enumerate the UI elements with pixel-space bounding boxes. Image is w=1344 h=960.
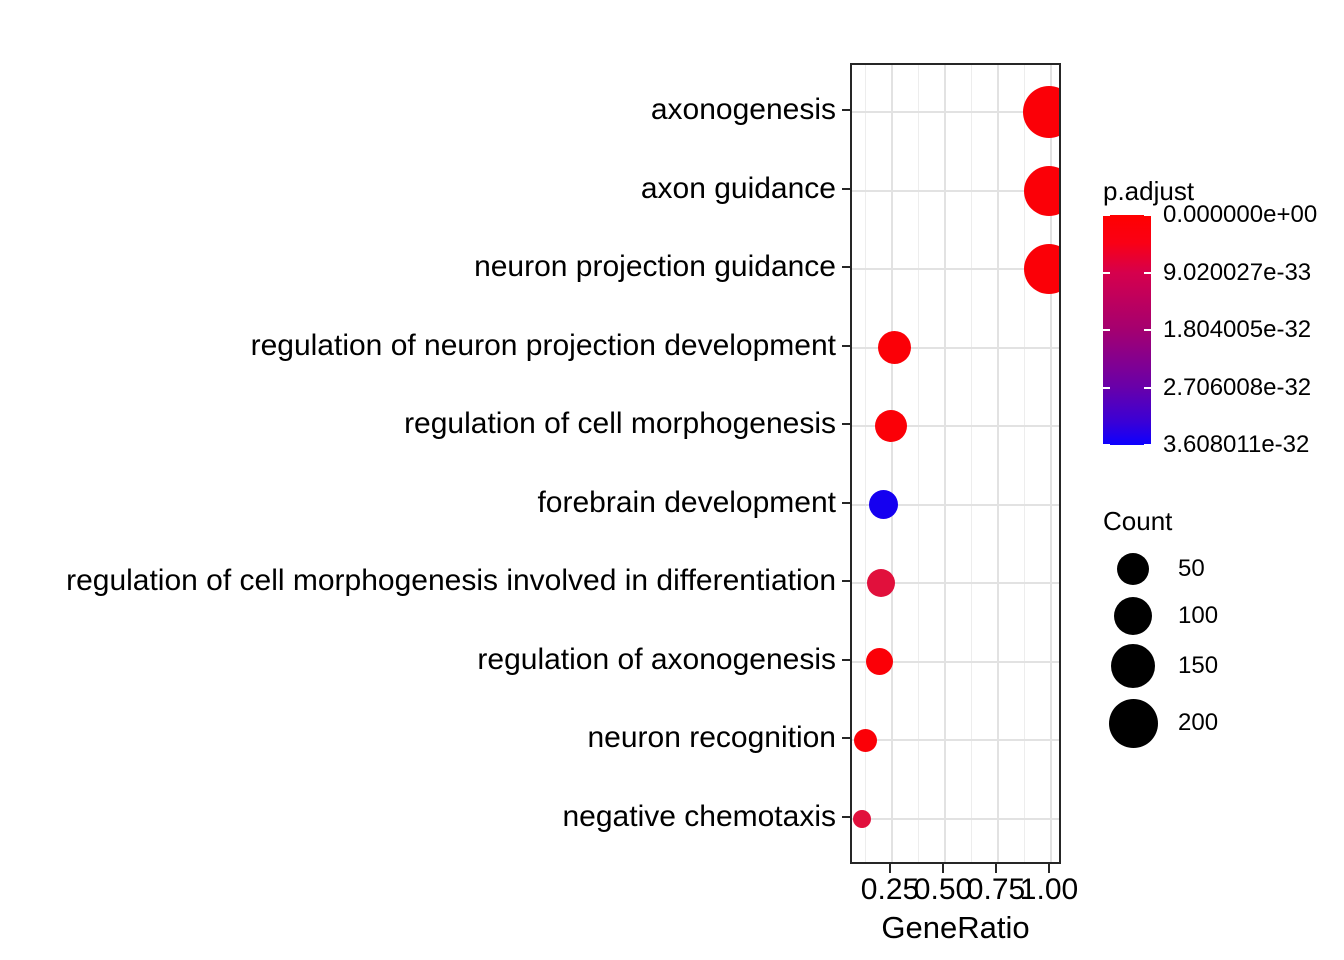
data-point xyxy=(1023,244,1059,295)
count-legend-label: 100 xyxy=(1178,602,1219,629)
gridline-minor-vertical xyxy=(865,65,866,862)
y-axis-label: axon guidance xyxy=(640,171,836,205)
y-axis-tick xyxy=(842,423,850,426)
count-legend-circle xyxy=(1111,644,1155,688)
y-axis-tick xyxy=(842,109,850,112)
padjust-tick-label: 9.020027e-33 xyxy=(1163,258,1312,286)
y-axis-label: regulation of cell morphogenesis involve… xyxy=(66,564,836,598)
colorbar-tick xyxy=(1103,214,1110,216)
y-axis-tick xyxy=(842,187,850,190)
gridline-major-vertical xyxy=(944,65,946,862)
gridline-minor-vertical xyxy=(971,65,972,862)
data-point xyxy=(866,569,895,598)
gridline-major-horizontal xyxy=(852,268,1059,271)
count-legend-circle xyxy=(1117,553,1149,585)
data-point xyxy=(852,809,871,828)
data-point xyxy=(865,648,893,676)
y-axis-label: negative chemotaxis xyxy=(562,799,837,833)
colorbar-tick xyxy=(1144,386,1151,389)
padjust-tick-label: 3.608011e-32 xyxy=(1163,431,1310,458)
gridline-major-horizontal xyxy=(852,425,1059,428)
y-axis-label: regulation of neuron projection developm… xyxy=(250,328,836,362)
padjust-tick-label: 2.706008e-32 xyxy=(1163,373,1312,401)
y-axis-tick xyxy=(842,344,850,347)
colorbar-tick xyxy=(1144,329,1151,331)
data-point xyxy=(878,331,912,365)
x-axis-tick-label: 0.25 xyxy=(860,873,920,906)
data-point xyxy=(874,410,907,443)
y-axis-tick xyxy=(842,737,850,740)
gridline-major-vertical xyxy=(891,65,893,862)
colorbar-tick xyxy=(1144,214,1151,216)
y-axis-label: neuron projection guidance xyxy=(474,250,836,284)
plot-panel xyxy=(850,63,1061,864)
count-legend-label: 200 xyxy=(1178,709,1219,736)
y-axis-label: regulation of cell morphogenesis xyxy=(404,407,836,441)
y-axis-tick xyxy=(842,501,850,504)
x-axis-tick xyxy=(1048,864,1050,873)
colorbar-tick xyxy=(1103,444,1110,446)
padjust-tick-label: 0.000000e+00 xyxy=(1163,201,1318,228)
x-axis-tick-label: 0.75 xyxy=(966,873,1026,906)
y-axis-label: regulation of axonogenesis xyxy=(477,642,836,676)
y-axis-label: axonogenesis xyxy=(650,93,836,127)
gridline-major-horizontal xyxy=(852,817,1059,820)
y-axis-tick xyxy=(842,658,850,661)
gridline-major-horizontal xyxy=(852,503,1059,506)
padjust-tick-label: 1.804005e-32 xyxy=(1163,316,1312,343)
count-legend-label: 50 xyxy=(1178,555,1205,582)
gridline-minor-vertical xyxy=(1024,65,1025,862)
gridline-major-vertical xyxy=(1050,65,1052,862)
colorbar-tick xyxy=(1103,386,1110,389)
data-point xyxy=(869,490,899,520)
gridline-major-vertical xyxy=(997,65,999,862)
gridline-major-horizontal xyxy=(852,739,1059,742)
y-axis-label: forebrain development xyxy=(537,485,836,519)
y-axis-tick xyxy=(842,580,850,583)
colorbar-tick xyxy=(1144,271,1151,274)
padjust-legend-title: p.adjust xyxy=(1103,176,1195,206)
padjust-colorbar xyxy=(1103,214,1151,446)
x-axis-tick xyxy=(942,864,944,873)
gridline-major-horizontal xyxy=(852,582,1059,585)
gridline-minor-vertical xyxy=(918,65,919,862)
gridline-major-horizontal xyxy=(852,111,1059,114)
y-axis-tick xyxy=(842,815,850,818)
data-point xyxy=(1023,165,1059,216)
colorbar-tick xyxy=(1103,271,1110,274)
count-legend-label: 150 xyxy=(1178,652,1219,679)
data-point xyxy=(853,728,877,752)
count-legend-title: Count xyxy=(1103,506,1173,536)
x-axis-tick-label: 0.50 xyxy=(913,873,973,906)
x-axis-tick xyxy=(889,864,891,873)
data-point xyxy=(1022,86,1059,139)
gridline-major-horizontal xyxy=(852,660,1059,663)
count-legend-circle xyxy=(1108,698,1158,748)
colorbar-tick xyxy=(1103,329,1110,331)
colorbar-tick xyxy=(1144,444,1151,446)
count-legend-circle xyxy=(1114,597,1152,635)
y-axis-tick xyxy=(842,266,850,269)
x-axis-tick-label: 1.00 xyxy=(1019,873,1079,906)
gridline-major-horizontal xyxy=(852,189,1059,192)
gridline-major-horizontal xyxy=(852,346,1059,349)
x-axis-tick xyxy=(995,864,997,873)
y-axis-label: neuron recognition xyxy=(587,721,836,755)
x-axis-title: GeneRatio xyxy=(881,910,1030,945)
